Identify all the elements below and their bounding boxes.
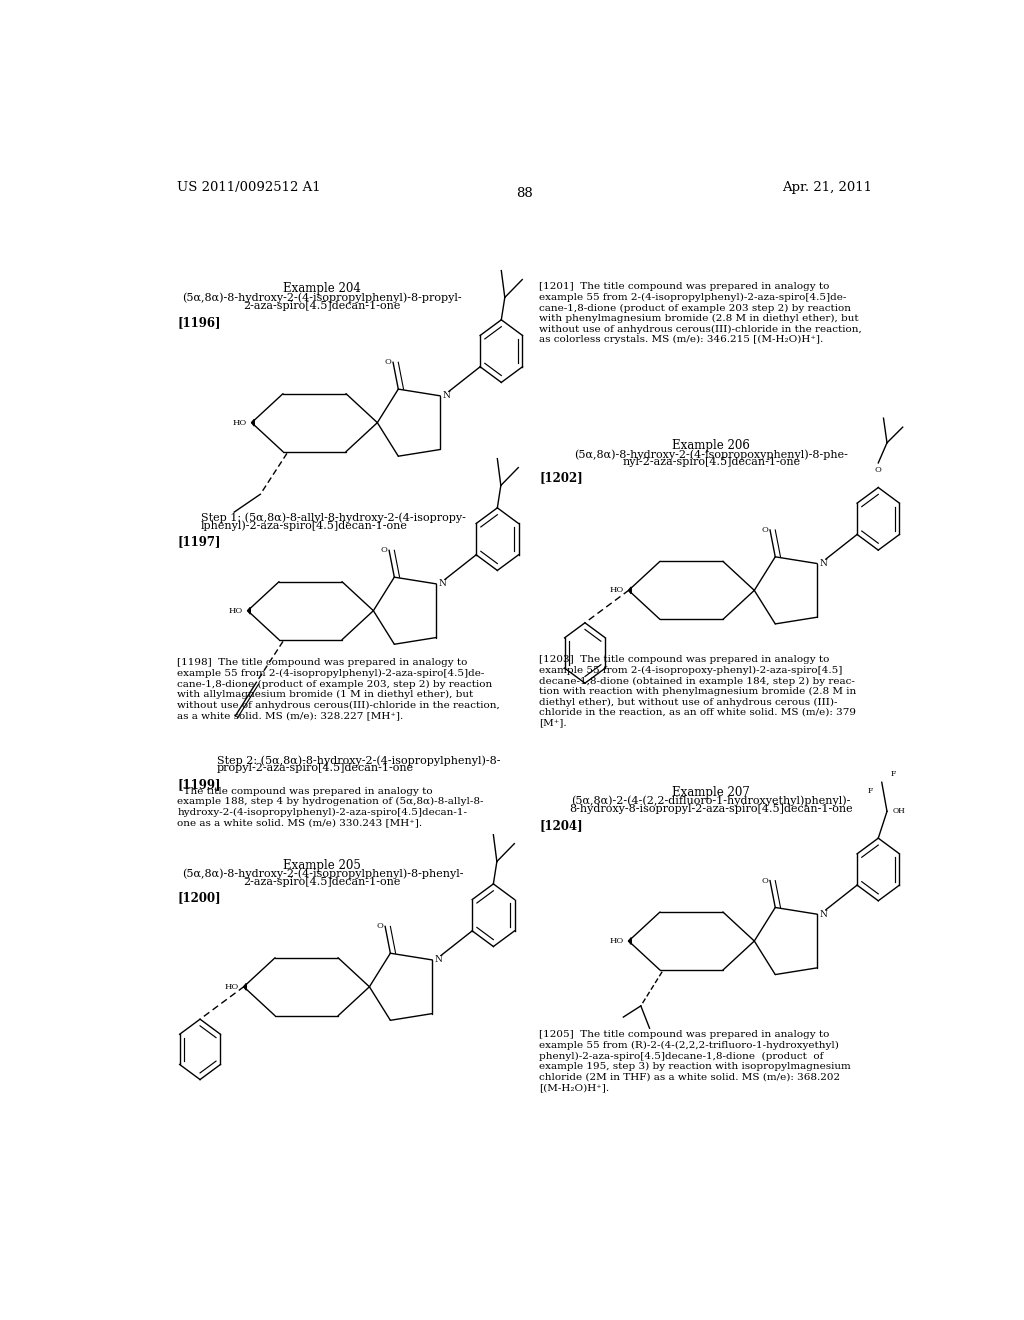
Text: 2-aza-spiro[4.5]decan-1-one: 2-aza-spiro[4.5]decan-1-one (244, 301, 401, 310)
Text: 8-hydroxy-8-isopropyl-2-aza-spiro[4.5]decan-1-one: 8-hydroxy-8-isopropyl-2-aza-spiro[4.5]de… (569, 804, 853, 814)
Text: Apr. 21, 2011: Apr. 21, 2011 (782, 181, 872, 194)
Text: (5α,8α)-8-hydroxy-2-(4-isopropylphenyl)-8-propyl-: (5α,8α)-8-hydroxy-2-(4-isopropylphenyl)-… (182, 293, 462, 304)
Text: [1197]: [1197] (177, 536, 221, 549)
Text: O: O (874, 466, 882, 474)
Text: N: N (435, 956, 442, 965)
Text: O: O (377, 923, 383, 931)
Text: Example 204: Example 204 (284, 282, 361, 296)
Polygon shape (252, 420, 254, 426)
Text: 2-aza-spiro[4.5]decan-1-one: 2-aza-spiro[4.5]decan-1-one (244, 876, 401, 887)
Text: The title compound was prepared in analogy to
example 188, step 4 by hydrogenati: The title compound was prepared in analo… (177, 787, 483, 828)
Text: N: N (820, 909, 827, 919)
Polygon shape (629, 937, 631, 944)
Text: O: O (384, 358, 391, 366)
Text: F: F (867, 787, 873, 795)
Text: HO: HO (224, 983, 239, 991)
Text: lphenyl)-2-aza-spiro[4.5]decan-1-one: lphenyl)-2-aza-spiro[4.5]decan-1-one (201, 520, 408, 531)
Text: N: N (439, 579, 446, 589)
Text: (5α,8α)-2-(4-(2,2-difluoro-1-hydroxyethyl)phenyl)-: (5α,8α)-2-(4-(2,2-difluoro-1-hydroxyethy… (571, 796, 851, 807)
Text: Example 207: Example 207 (673, 785, 751, 799)
Text: (5α,8α)-8-hydroxy-2-(4-isopropoxyphenyl)-8-phe-: (5α,8α)-8-hydroxy-2-(4-isopropoxyphenyl)… (574, 449, 848, 459)
Polygon shape (244, 983, 247, 990)
Text: HO: HO (609, 586, 624, 594)
Text: [1202]: [1202] (539, 471, 583, 484)
Text: O: O (762, 876, 768, 884)
Text: N: N (442, 391, 451, 400)
Text: Example 206: Example 206 (673, 440, 751, 451)
Text: HO: HO (232, 418, 247, 426)
Text: (5α,8α)-8-hydroxy-2-(4-isopropylphenyl)-8-phenyl-: (5α,8α)-8-hydroxy-2-(4-isopropylphenyl)-… (181, 869, 463, 879)
Text: nyl-2-aza-spiro[4.5]decan-1-one: nyl-2-aza-spiro[4.5]decan-1-one (623, 457, 801, 467)
Text: [1198]  The title compound was prepared in analogy to
example 55 from 2-(4-isopr: [1198] The title compound was prepared i… (177, 659, 500, 721)
Text: HO: HO (609, 937, 624, 945)
Text: Example 205: Example 205 (284, 859, 361, 871)
Polygon shape (629, 587, 631, 594)
Text: [1204]: [1204] (539, 818, 583, 832)
Text: O: O (762, 525, 768, 535)
Text: N: N (820, 560, 827, 568)
Text: 88: 88 (516, 187, 534, 199)
Text: [1196]: [1196] (177, 315, 221, 329)
Text: [1200]: [1200] (177, 891, 221, 904)
Text: Step 1: (5α,8α)-8-allyl-8-hydroxy-2-(4-isopropy-: Step 1: (5α,8α)-8-allyl-8-hydroxy-2-(4-i… (201, 512, 466, 523)
Text: HO: HO (228, 607, 243, 615)
Text: [1203]  The title compound was prepared in analogy to
example 55 from 2-(4-isopr: [1203] The title compound was prepared i… (539, 656, 856, 727)
Text: [1205]  The title compound was prepared in analogy to
example 55 from (R)-2-(4-(: [1205] The title compound was prepared i… (539, 1031, 851, 1092)
Text: [1201]  The title compound was prepared in analogy to
example 55 from 2-(4-isopr: [1201] The title compound was prepared i… (539, 282, 862, 345)
Polygon shape (248, 607, 250, 614)
Text: propyl-2-aza-spiro[4.5]decan-1-one: propyl-2-aza-spiro[4.5]decan-1-one (217, 763, 414, 774)
Text: OH: OH (892, 808, 905, 816)
Text: [1199]: [1199] (177, 779, 221, 792)
Text: Step 2: (5α,8α)-8-hydroxy-2-(4-isopropylphenyl)-8-: Step 2: (5α,8α)-8-hydroxy-2-(4-isopropyl… (217, 755, 501, 766)
Text: F: F (891, 770, 896, 777)
Text: US 2011/0092512 A1: US 2011/0092512 A1 (177, 181, 321, 194)
Text: O: O (381, 546, 387, 554)
